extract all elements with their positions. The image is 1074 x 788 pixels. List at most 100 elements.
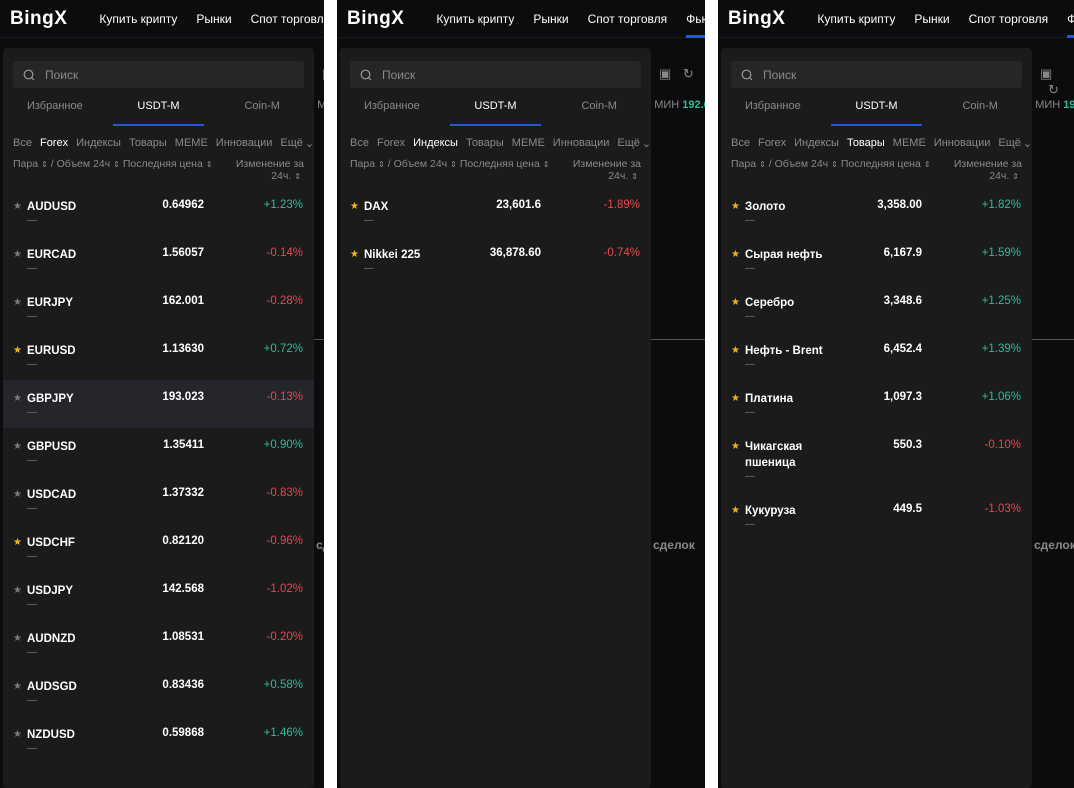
nav-item[interactable]: Купить крипту (436, 11, 515, 26)
tab-usdt-m[interactable]: USDT-M (107, 90, 211, 126)
tab-избранное[interactable]: Избранное (363, 100, 420, 112)
col-pair[interactable]: Пара (13, 158, 39, 170)
pair-row[interactable]: ★ Сырая нефть — 6,167.9 +1.59% (721, 236, 1032, 284)
pair-row[interactable]: ★ Кукуруза — 449.5 -1.03% (721, 492, 1032, 540)
col-change[interactable]: Изменение за 24ч. (235, 158, 304, 182)
tab-usdt-m[interactable]: USDT-M (825, 90, 929, 126)
pair-row[interactable]: ★ AUDSGD — 0.83436 +0.58% (3, 668, 314, 716)
filter-item[interactable]: Ещё (998, 137, 1021, 149)
filter-item[interactable]: MEME (511, 137, 545, 149)
nav-item[interactable]: Спот торговля (968, 11, 1049, 26)
nav-item[interactable]: Фьючерсы (1067, 12, 1074, 38)
star-filled-icon[interactable]: ★ (731, 201, 740, 212)
pair-row[interactable]: ★ EURJPY — 162.001 -0.28% (3, 284, 314, 332)
star-filled-icon[interactable]: ★ (731, 393, 740, 404)
star-filled-icon[interactable]: ★ (731, 505, 740, 516)
star-icon[interactable]: ★ (13, 681, 22, 692)
filter-item[interactable]: Инновации (215, 137, 273, 149)
star-icon[interactable]: ★ (13, 489, 22, 500)
pair-row[interactable]: ★ Золото — 3,358.00 +1.82% (721, 188, 1032, 236)
filter-item[interactable]: Forex (376, 137, 406, 149)
col-change[interactable]: Изменение за 24ч. (572, 158, 641, 182)
filter-item[interactable]: Товары (465, 137, 504, 149)
filter-item[interactable]: Инновации (933, 137, 991, 149)
tab-избранное[interactable]: Избранное (26, 100, 83, 112)
filter-item[interactable]: Индексы (413, 137, 458, 149)
search-input[interactable]: Поиск (350, 61, 641, 88)
filter-item[interactable]: Все (350, 137, 369, 149)
pair-row[interactable]: ★ EURUSD — 1.13630 +0.72% (3, 332, 314, 380)
refresh-icon[interactable]: ↻ (682, 66, 694, 81)
bingx-logo[interactable]: BingX (347, 7, 405, 29)
filter-item[interactable]: Индексы (794, 137, 839, 149)
star-filled-icon[interactable]: ★ (731, 345, 740, 356)
star-filled-icon[interactable]: ★ (350, 249, 359, 260)
star-filled-icon[interactable]: ★ (13, 345, 22, 356)
tab-usdt-m[interactable]: USDT-M (444, 90, 548, 126)
pair-row[interactable]: ★ AUDUSD — 0.64962 +1.23% (3, 188, 314, 236)
col-volume[interactable]: / Объем 24ч (768, 158, 829, 170)
col-pair[interactable]: Пара (350, 158, 376, 170)
tab-избранное[interactable]: Избранное (744, 100, 801, 112)
filter-item[interactable]: Все (13, 137, 32, 149)
col-price[interactable]: Последняя цена (840, 158, 921, 170)
pair-row[interactable]: ★ USDJPY — 142.568 -1.02% (3, 572, 314, 620)
nav-item[interactable]: Рынки (196, 11, 232, 26)
nav-item[interactable]: Рынки (914, 11, 950, 26)
col-price[interactable]: Последняя цена (459, 158, 540, 170)
filter-item[interactable]: Товары (128, 137, 167, 149)
refresh-icon[interactable]: ↻ (1048, 82, 1059, 97)
col-pair[interactable]: Пара (731, 158, 757, 170)
star-icon[interactable]: ★ (13, 633, 22, 644)
bingx-logo[interactable]: BingX (728, 7, 786, 29)
star-filled-icon[interactable]: ★ (731, 249, 740, 260)
tab-coin-m[interactable]: Coin-M (962, 100, 998, 112)
nav-item[interactable]: Купить крипту (817, 11, 896, 26)
nav-item[interactable]: Фьючерсы (686, 12, 705, 38)
filter-item[interactable]: Товары (846, 137, 885, 149)
pair-row[interactable]: ★ AUDNZD — 1.08531 -0.20% (3, 620, 314, 668)
filter-item[interactable]: Forex (757, 137, 787, 149)
star-icon[interactable]: ★ (13, 585, 22, 596)
pair-row[interactable]: ★ USDCAD — 1.37332 -0.83% (3, 476, 314, 524)
filter-item[interactable]: MEME (892, 137, 926, 149)
star-icon[interactable]: ★ (13, 729, 22, 740)
camera-icon[interactable]: ▣ (322, 66, 324, 81)
nav-item[interactable]: Рынки (533, 11, 569, 26)
star-icon[interactable]: ★ (13, 441, 22, 452)
search-input[interactable]: Поиск (13, 61, 304, 88)
pair-row[interactable]: ★ GBPUSD — 1.35411 +0.90% (3, 428, 314, 476)
tab-coin-m[interactable]: Coin-M (581, 100, 617, 112)
filter-item[interactable]: Forex (39, 137, 69, 149)
pair-row[interactable]: ★ USDCHF — 0.82120 -0.96% (3, 524, 314, 572)
camera-icon[interactable]: ▣ (659, 66, 672, 81)
pair-row[interactable]: ★ Nikkei 225 — 36,878.60 -0.74% (340, 236, 651, 284)
col-price[interactable]: Последняя цена (122, 158, 203, 170)
col-change[interactable]: Изменение за 24ч. (953, 158, 1022, 182)
star-filled-icon[interactable]: ★ (731, 297, 740, 308)
star-icon[interactable]: ★ (13, 249, 22, 260)
col-volume[interactable]: / Объем 24ч (50, 158, 111, 170)
search-input[interactable]: Поиск (731, 61, 1022, 88)
star-filled-icon[interactable]: ★ (731, 441, 740, 452)
pair-row[interactable]: ★ EURCAD — 1.56057 -0.14% (3, 236, 314, 284)
col-volume[interactable]: / Объем 24ч (387, 158, 448, 170)
pair-row[interactable]: ★ DAX — 23,601.6 -1.89% (340, 188, 651, 236)
star-filled-icon[interactable]: ★ (350, 201, 359, 212)
pair-row[interactable]: ★ GBPJPY — 193.023 -0.13% (3, 380, 314, 428)
star-icon[interactable]: ★ (13, 393, 22, 404)
nav-item[interactable]: Спот торговля (250, 11, 324, 26)
filter-item[interactable]: Индексы (76, 137, 121, 149)
nav-item[interactable]: Спот торговля (587, 11, 668, 26)
filter-item[interactable]: Инновации (552, 137, 610, 149)
filter-item[interactable]: Все (731, 137, 750, 149)
pair-row[interactable]: ★ NZDUSD — 0.59868 +1.46% (3, 716, 314, 764)
star-filled-icon[interactable]: ★ (13, 537, 22, 548)
filter-item[interactable]: Ещё (617, 137, 640, 149)
pair-row[interactable]: ★ Чикагская пшеница — 550.3 -0.10% (721, 428, 1032, 492)
tab-coin-m[interactable]: Coin-M (244, 100, 280, 112)
pair-row[interactable]: ★ Нефть - Brent — 6,452.4 +1.39% (721, 332, 1032, 380)
camera-icon[interactable]: ▣ (1040, 66, 1053, 81)
filter-item[interactable]: MEME (174, 137, 208, 149)
filter-item[interactable]: Ещё (280, 137, 303, 149)
